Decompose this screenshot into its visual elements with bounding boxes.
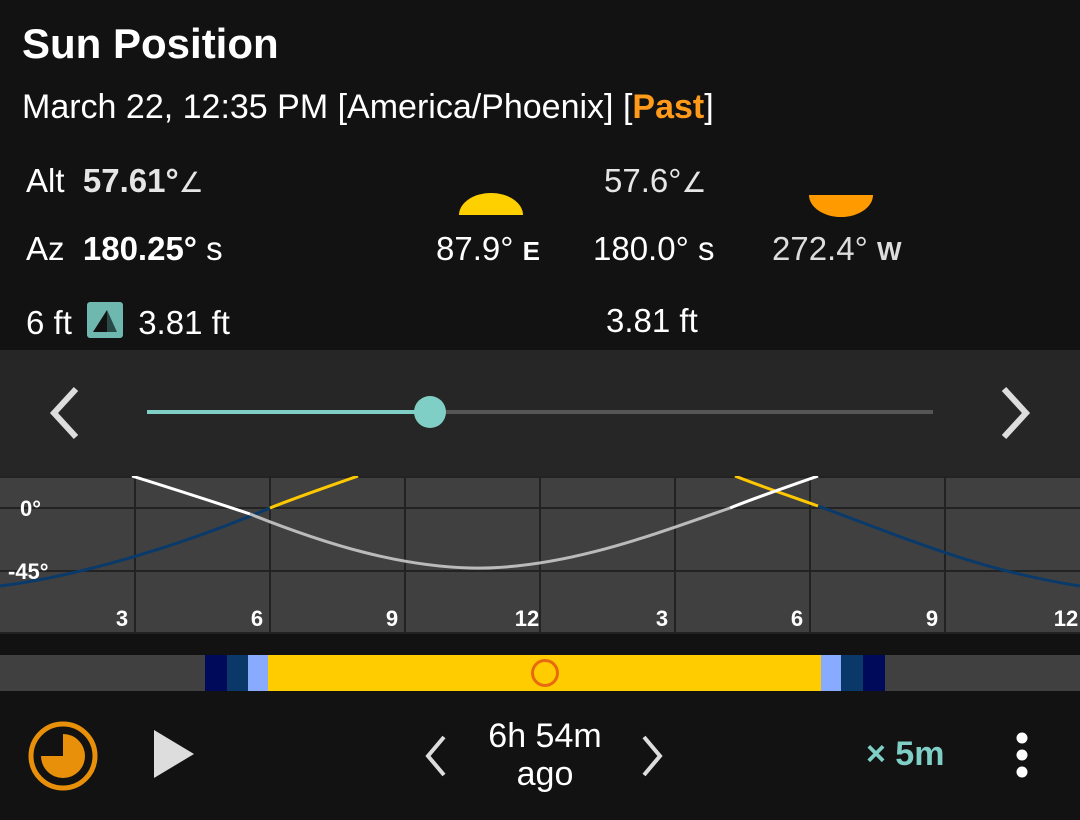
sunset-dir: W — [876, 236, 902, 266]
sunset-azimuth-row: 272.4° W — [772, 230, 902, 268]
angle-icon: ∠ — [681, 167, 707, 198]
shadow-row: 6 ft 3.81 ft — [26, 302, 230, 342]
sunrise-dir: E — [522, 236, 540, 266]
chevron-left-icon[interactable] — [44, 383, 84, 443]
azimuth-row: Az 180.25° s — [26, 230, 223, 268]
altitude-row: Alt 57.61°∠ — [26, 162, 204, 200]
noon-azimuth-row: 180.0° s — [593, 230, 714, 268]
time-slider-thumb[interactable] — [414, 396, 446, 428]
astronomical-twilight-evening — [863, 655, 885, 691]
sun-night-curve-left — [0, 506, 271, 588]
datetime-close: ] — [704, 88, 714, 126]
x-tick-3: 12 — [515, 606, 539, 631]
chevron-right-icon[interactable] — [996, 383, 1036, 443]
x-tick-4: 3 — [656, 606, 668, 631]
az-value: 180.25° — [82, 230, 197, 267]
x-tick-1: 6 — [251, 606, 263, 631]
current-time-marker — [531, 659, 559, 687]
astronomical-twilight-morning — [205, 655, 227, 691]
time-slider-fill — [147, 410, 430, 414]
x-tick-2: 9 — [386, 606, 398, 631]
noon-dir: s — [697, 230, 715, 267]
angle-icon: ∠ — [178, 167, 204, 198]
chevron-right-icon[interactable] — [638, 733, 666, 779]
time-offset-suffix: ago — [516, 755, 574, 793]
day-phase-bar[interactable] — [0, 655, 1080, 691]
az-dir: s — [206, 230, 223, 267]
moon-curve-high-left — [131, 476, 251, 516]
noon-azimuth: 180.0° — [593, 230, 689, 267]
alt-value: 57.61° — [82, 162, 179, 199]
sunrise-azimuth: 87.9° — [436, 230, 514, 267]
noon-altitude: 57.6° — [604, 162, 682, 199]
x-tick-6: 9 — [926, 606, 938, 631]
more-options-icon[interactable] — [1010, 730, 1034, 780]
altitude-chart[interactable]: 0° -45° 3 6 9 12 3 6 9 12 — [0, 476, 1080, 634]
x-tick-0: 3 — [116, 606, 128, 631]
civil-twilight-evening — [821, 655, 841, 691]
moon-curve-high-right — [729, 476, 819, 510]
timer-icon[interactable] — [27, 720, 99, 792]
sunrise-icon — [459, 193, 523, 215]
chart-grid — [0, 476, 1080, 634]
datetime-label[interactable]: March 22, 12:35 PM [America/Phoenix] [Pa… — [22, 88, 714, 127]
alt-label: Alt — [26, 162, 65, 199]
time-slider-track[interactable] — [147, 396, 933, 428]
object-height: 6 ft — [26, 304, 72, 341]
time-offset-value: 6h 54m — [488, 717, 602, 755]
noon-shadow: 3.81 ft — [606, 302, 698, 339]
moon-curve-low — [249, 506, 731, 570]
shadow-length: 3.81 ft — [138, 304, 230, 341]
y-tick-0: 0° — [20, 496, 41, 521]
shadow-icon — [87, 302, 124, 338]
civil-twilight-morning — [248, 655, 268, 691]
status-badge: Past — [632, 88, 705, 126]
noon-altitude-row: 57.6°∠ — [604, 162, 707, 200]
time-offset-label[interactable]: 6h 54m ago — [460, 717, 630, 793]
play-icon[interactable] — [152, 728, 196, 780]
sun-night-curve-right — [817, 504, 1080, 588]
speed-button[interactable]: × 5m — [866, 735, 945, 773]
x-tick-5: 6 — [791, 606, 803, 631]
datetime-text: March 22, 12:35 PM [America/Phoenix] [ — [22, 88, 633, 126]
az-label: Az — [26, 230, 65, 267]
sunrise-azimuth-row: 87.9° E — [436, 230, 540, 268]
chevron-left-icon[interactable] — [422, 733, 450, 779]
sunset-azimuth: 272.4° — [772, 230, 868, 267]
page-title: Sun Position — [22, 20, 279, 67]
sunset-icon — [809, 195, 873, 217]
sun-day-curve-left — [269, 476, 359, 510]
nautical-twilight-evening — [841, 655, 863, 691]
nautical-twilight-morning — [227, 655, 248, 691]
x-tick-7: 12 — [1054, 606, 1078, 631]
